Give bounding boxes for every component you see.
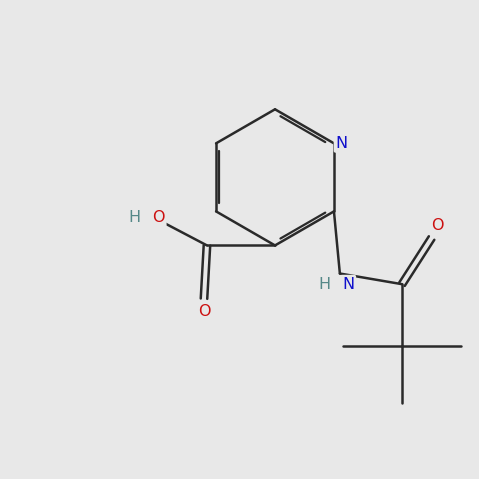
Text: O: O (152, 210, 165, 225)
Text: O: O (431, 217, 444, 232)
Text: N: N (342, 277, 354, 292)
Text: O: O (198, 304, 210, 319)
Text: H: H (129, 210, 141, 225)
Text: H: H (319, 277, 331, 292)
Text: N: N (336, 136, 348, 151)
